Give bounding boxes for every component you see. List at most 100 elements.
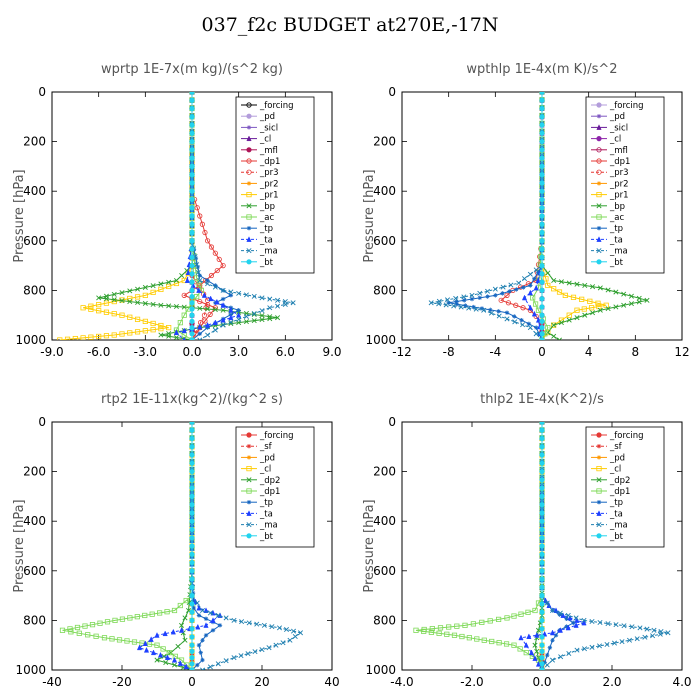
data-point [204,321,211,328]
data-point [228,289,234,295]
data-point [228,321,234,327]
data-point [539,163,545,170]
data-point [173,329,180,336]
data-point [500,291,505,296]
data-point [223,615,229,621]
data-point [650,633,656,639]
series-line-dp1 [415,422,543,670]
data-point [189,163,195,170]
data-point [207,610,213,616]
legend-label: _bp [609,202,625,212]
data-point [127,295,133,302]
data-point [539,337,545,340]
legend-marker [246,477,252,483]
data-point [292,634,298,640]
data-point [488,310,494,316]
data-point [166,303,172,309]
data-point [587,298,593,304]
data-point [539,435,545,442]
legend-marker [246,169,252,175]
data-point [539,296,545,302]
data-point [124,638,130,644]
data-point [597,620,603,626]
data-point [208,272,215,279]
legend-item-sf: _sf [241,442,273,452]
data-point [200,638,205,643]
data-point [173,277,179,283]
chart-svg-wpthlp: wpthlp 1E-4x(m K)/s^2 Pressure [hPa] 0 200 4… [362,62,690,359]
y-tick-label: 200 [23,465,46,479]
data-point [539,551,545,557]
legend-marker [596,522,602,528]
data-point [443,302,449,308]
data-point [534,632,540,638]
legend-item-mfl: _mfl [591,146,628,156]
data-point [220,307,226,313]
data-point [158,281,164,287]
data-point [539,617,545,623]
data-point [533,284,539,291]
data-point [251,318,257,324]
data-point [539,271,545,277]
data-point [297,630,304,636]
data-point [588,305,595,311]
legend-item-ac: _ac [241,213,274,223]
data-point [96,333,102,340]
data-point [539,654,545,661]
data-point [189,188,195,194]
data-point [533,331,539,337]
data-point [189,661,195,667]
legend-marker [596,466,602,472]
data-point [243,292,249,298]
data-point [88,303,94,309]
legend-marker [246,533,252,539]
data-point [508,282,514,288]
data-point [214,298,220,305]
legend-marker [246,181,252,186]
legend-marker [246,259,252,265]
data-point [275,303,281,309]
data-point [196,613,202,618]
data-point [166,283,172,290]
data-point [251,293,257,299]
data-point [539,518,545,524]
data-point [259,308,265,314]
legend-item-dp1: _dp1 [241,487,280,497]
data-point [189,452,195,458]
data-point [446,300,451,305]
legend-item-mfl: _mfl [241,146,278,156]
data-point [573,615,579,621]
data-point [205,306,211,312]
data-point [189,460,195,466]
data-point [177,320,183,326]
y-tick-label: 400 [373,184,396,198]
data-point [519,317,524,323]
data-point [205,332,211,338]
chart-panel-wpthlp: wpthlp 1E-4x(m K)/s^2 Pressure [hPa] 0 200 4… [350,45,700,365]
data-point [539,460,545,466]
data-point [539,97,545,103]
data-point [512,319,518,325]
data-point [142,284,148,290]
data-point [511,613,517,619]
data-point [189,584,195,590]
data-point [171,662,178,668]
data-point [428,629,434,635]
data-point [539,642,545,648]
data-point [579,296,585,302]
data-point [566,317,572,323]
data-point [611,640,618,646]
data-point [189,642,195,648]
data-point [246,620,252,626]
series-ta [136,422,223,670]
legend-label: _pd [609,453,625,463]
legend-label: _forcing [609,101,644,111]
legend-marker [596,444,602,449]
data-point [136,644,143,651]
data-point [216,256,222,262]
data-point [535,307,542,313]
legend-label: _forcing [259,101,294,111]
data-point [589,644,595,650]
data-point [514,287,519,292]
data-point [605,287,611,293]
